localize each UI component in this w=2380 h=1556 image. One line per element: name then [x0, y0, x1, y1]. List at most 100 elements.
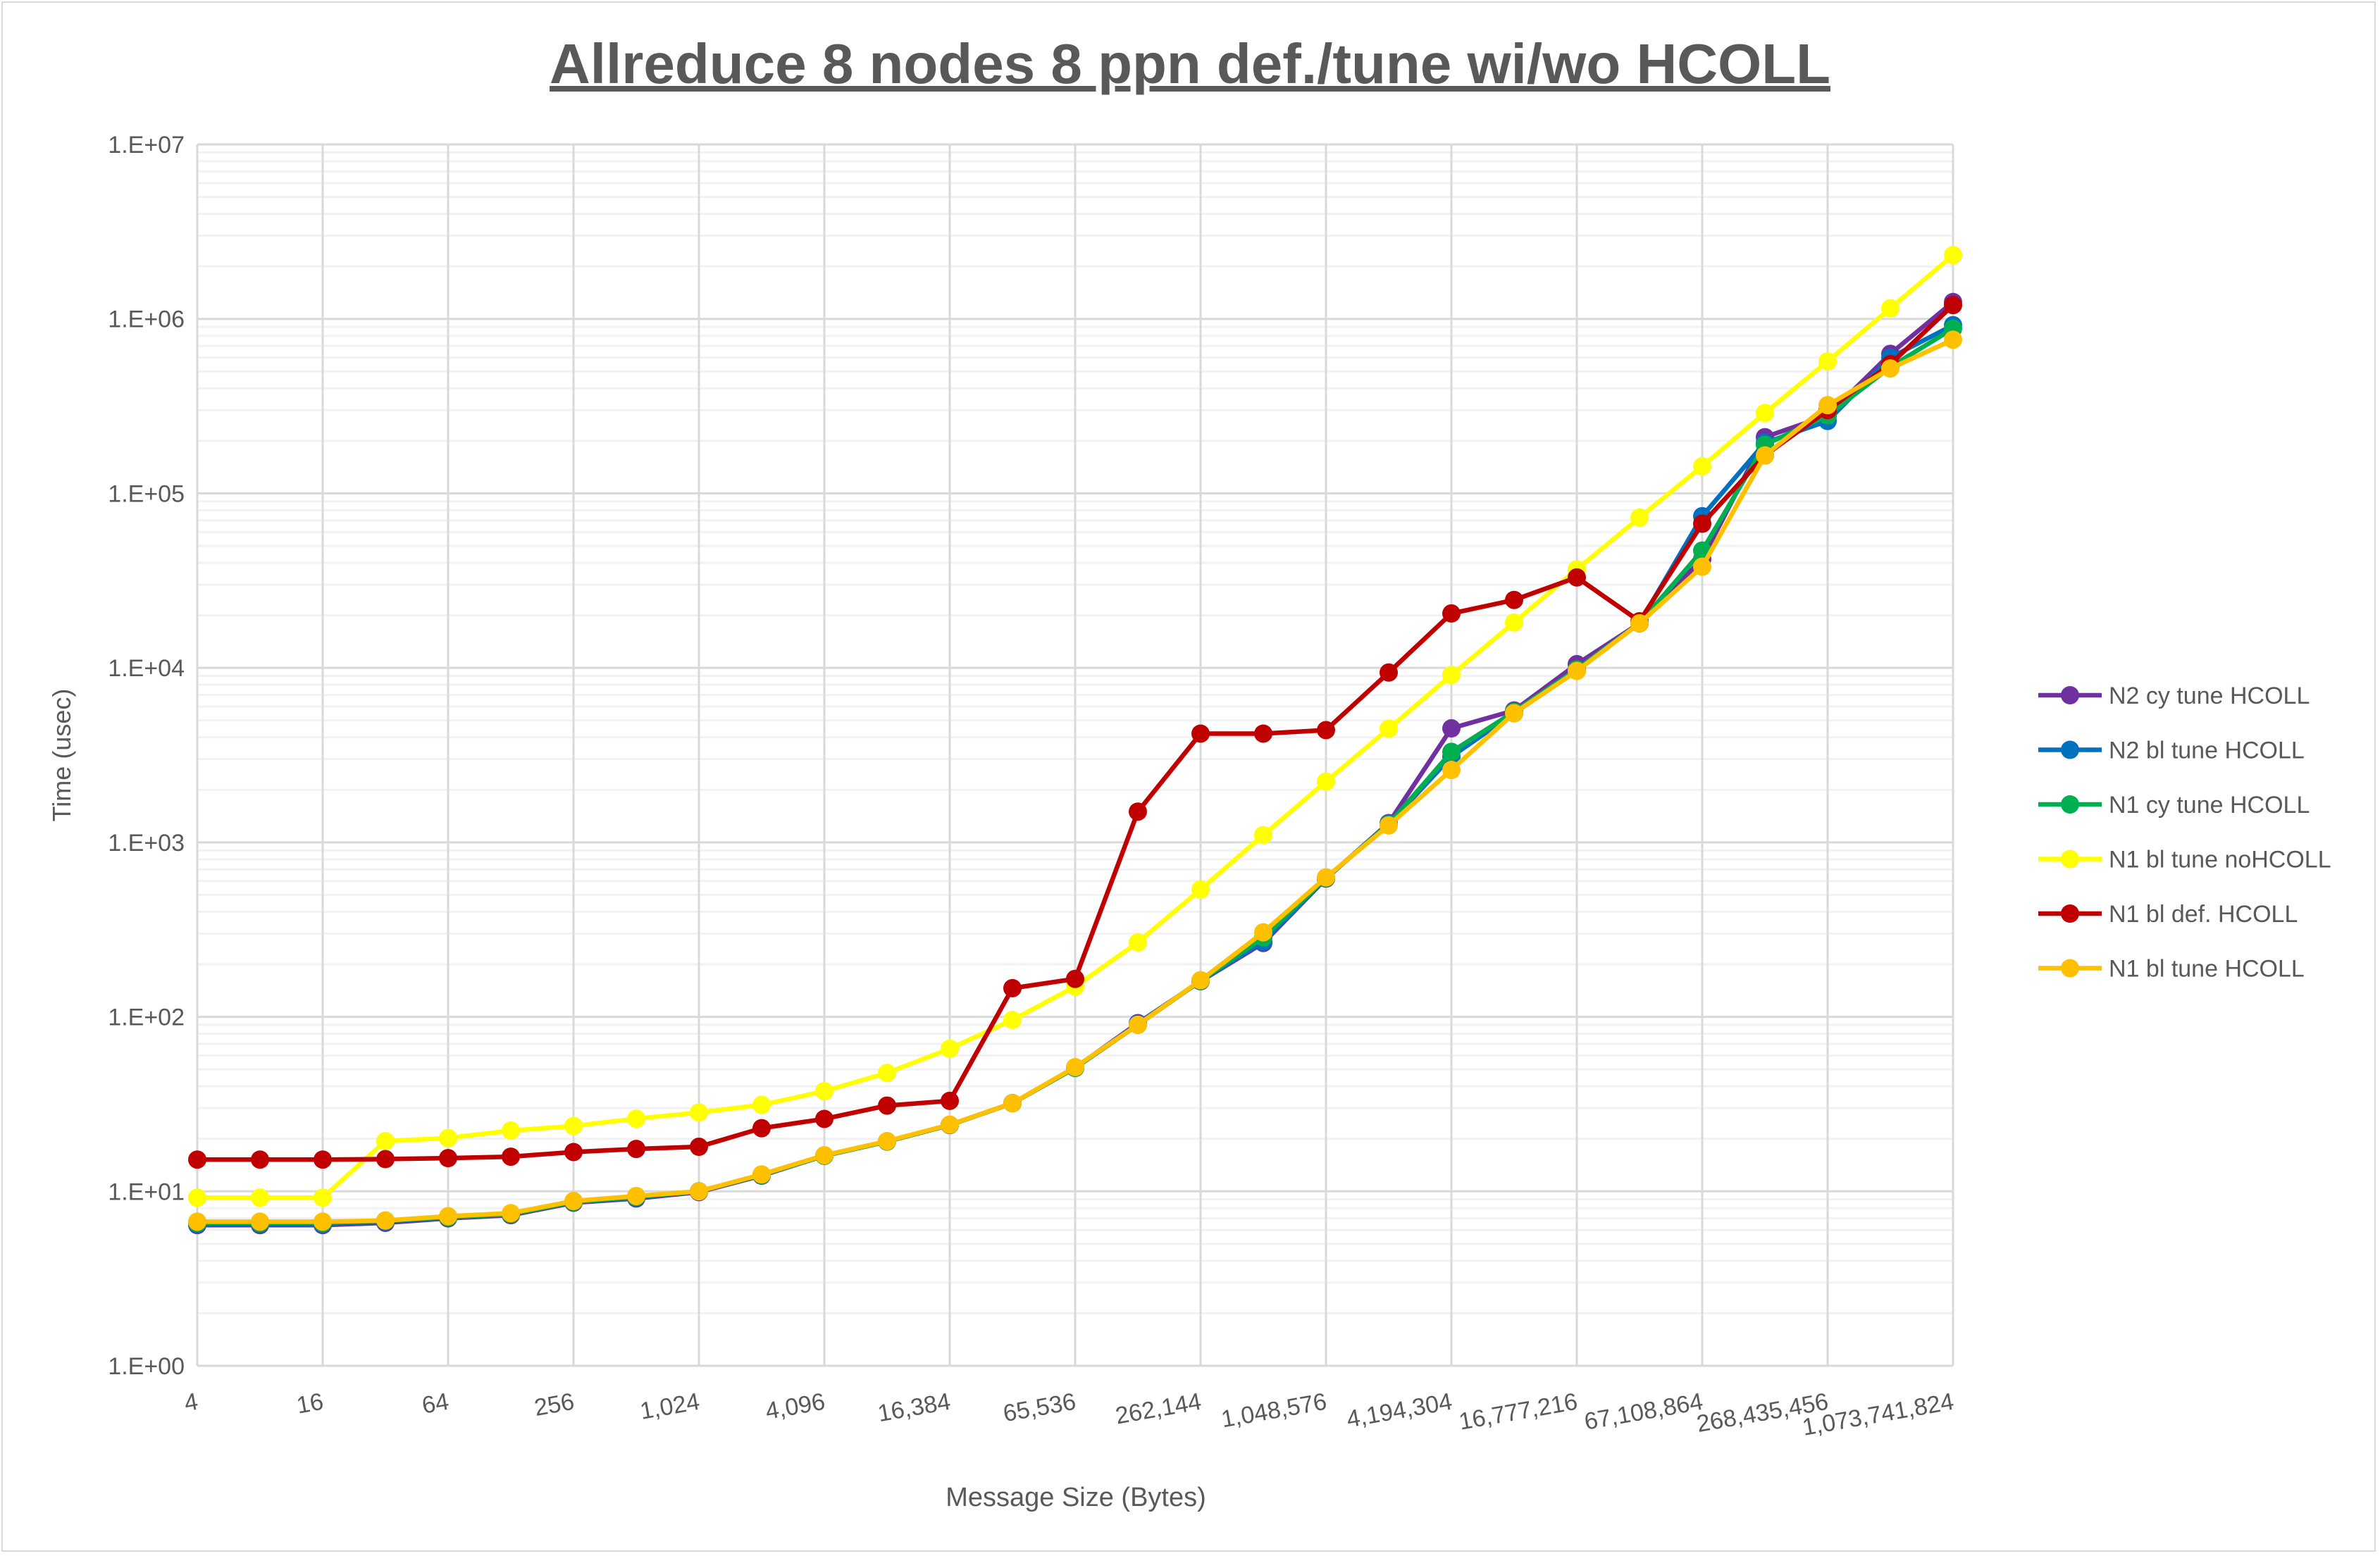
series-5 [188, 330, 1962, 1231]
y-tick-label: 1.E+05 [108, 480, 185, 507]
data-point [376, 1131, 395, 1150]
y-axis-label: Time (usec) [47, 689, 76, 822]
data-point [1693, 514, 1711, 533]
x-tick-label: 64 [420, 1388, 451, 1419]
data-point [1129, 802, 1147, 821]
data-point [1191, 971, 1210, 990]
legend-item: N1 bl tune noHCOLL [2038, 847, 2331, 873]
data-point [1380, 719, 1398, 738]
data-point [188, 1150, 206, 1169]
data-point [1944, 246, 1962, 265]
data-point [1317, 721, 1335, 740]
x-tick-label: 256 [532, 1388, 576, 1421]
data-point [1568, 661, 1586, 680]
data-point [941, 1039, 959, 1058]
data-point [564, 1192, 583, 1211]
series-4 [188, 296, 1962, 1169]
data-point [1129, 933, 1147, 952]
gridlines [196, 143, 1954, 1367]
legend-marker [2061, 959, 2079, 978]
data-point [1254, 724, 1272, 743]
data-point [1630, 508, 1649, 527]
legend-item: N2 bl tune HCOLL [2038, 737, 2305, 764]
data-point [1380, 663, 1398, 682]
data-point [376, 1150, 395, 1169]
chart-title: Allreduce 8 nodes 8 ppn def./tune wi/wo … [550, 32, 1830, 95]
data-point [1066, 969, 1084, 988]
legend-label: N2 bl tune HCOLL [2109, 737, 2305, 764]
legend-marker [2061, 904, 2079, 923]
y-axis-ticks: 1.E+00 1.E+01 1.E+02 1.E+03 1.E+04 1.E+05 1.E+… [108, 132, 185, 1380]
data-point [1380, 816, 1398, 835]
legend-marker [2061, 795, 2079, 814]
data-point [314, 1150, 332, 1169]
data-point [188, 1188, 206, 1207]
data-point [1505, 590, 1523, 609]
data-point [878, 1131, 896, 1150]
legend-item: N1 bl def. HCOLL [2038, 901, 2298, 928]
data-point [878, 1096, 896, 1115]
data-point [815, 1146, 833, 1165]
data-point [1568, 568, 1586, 587]
x-tick-label: 1,048,576 [1219, 1388, 1329, 1433]
data-point [564, 1143, 583, 1162]
y-tick-label: 1.E+00 [108, 1353, 185, 1380]
x-tick-label: 65,536 [1001, 1388, 1078, 1427]
data-point [502, 1121, 520, 1140]
x-tick-label: 16,384 [876, 1388, 953, 1427]
data-point [439, 1128, 457, 1147]
data-point [1756, 404, 1774, 423]
data-point [1756, 446, 1774, 465]
y-tick-label: 1.E+04 [108, 655, 185, 682]
legend-marker [2061, 740, 2079, 759]
data-point [188, 1212, 206, 1231]
data-point [815, 1109, 833, 1128]
data-point [1693, 557, 1711, 576]
data-point [1254, 826, 1272, 845]
data-point [690, 1103, 708, 1122]
legend-marker [2061, 849, 2079, 869]
data-point [314, 1188, 332, 1207]
data-point [1505, 704, 1523, 723]
data-point [1881, 299, 1899, 318]
data-point [1693, 456, 1711, 475]
data-point [1442, 604, 1461, 623]
data-point [1442, 761, 1461, 780]
legend-marker [2061, 686, 2079, 704]
x-axis-label: Message Size (Bytes) [946, 1483, 1206, 1512]
data-point [627, 1186, 645, 1205]
data-point [1066, 1057, 1084, 1076]
data-point [1191, 880, 1210, 899]
data-point [752, 1165, 771, 1184]
data-point [1317, 868, 1335, 887]
series-lines [188, 246, 1962, 1235]
legend-item: N1 bl tune HCOLL [2038, 956, 2305, 983]
legend-label: N2 cy tune HCOLL [2109, 683, 2310, 709]
legend-item: N1 cy tune HCOLL [2038, 792, 2310, 819]
legend-label: N1 bl tune HCOLL [2109, 956, 2305, 983]
legend-label: N1 bl def. HCOLL [2109, 901, 2298, 928]
y-tick-label: 1.E+07 [108, 132, 185, 158]
data-point [251, 1150, 269, 1169]
data-point [376, 1211, 395, 1230]
y-tick-label: 1.E+03 [108, 830, 185, 857]
data-point [627, 1109, 645, 1128]
data-point [1129, 1015, 1147, 1034]
x-tick-label: 16,777,216 [1457, 1388, 1580, 1436]
data-point [439, 1207, 457, 1226]
data-point [815, 1082, 833, 1101]
data-point [752, 1095, 771, 1114]
data-point [690, 1182, 708, 1201]
data-point [439, 1149, 457, 1168]
x-tick-label: 262,144 [1113, 1388, 1203, 1430]
data-point [1818, 396, 1837, 415]
x-tick-label: 4 [182, 1388, 200, 1417]
data-point [564, 1116, 583, 1135]
data-point [1442, 719, 1461, 738]
data-point [1003, 1094, 1022, 1113]
y-tick-label: 1.E+01 [108, 1178, 185, 1205]
data-point [1003, 1010, 1022, 1029]
x-tick-label: 1,024 [638, 1388, 702, 1425]
